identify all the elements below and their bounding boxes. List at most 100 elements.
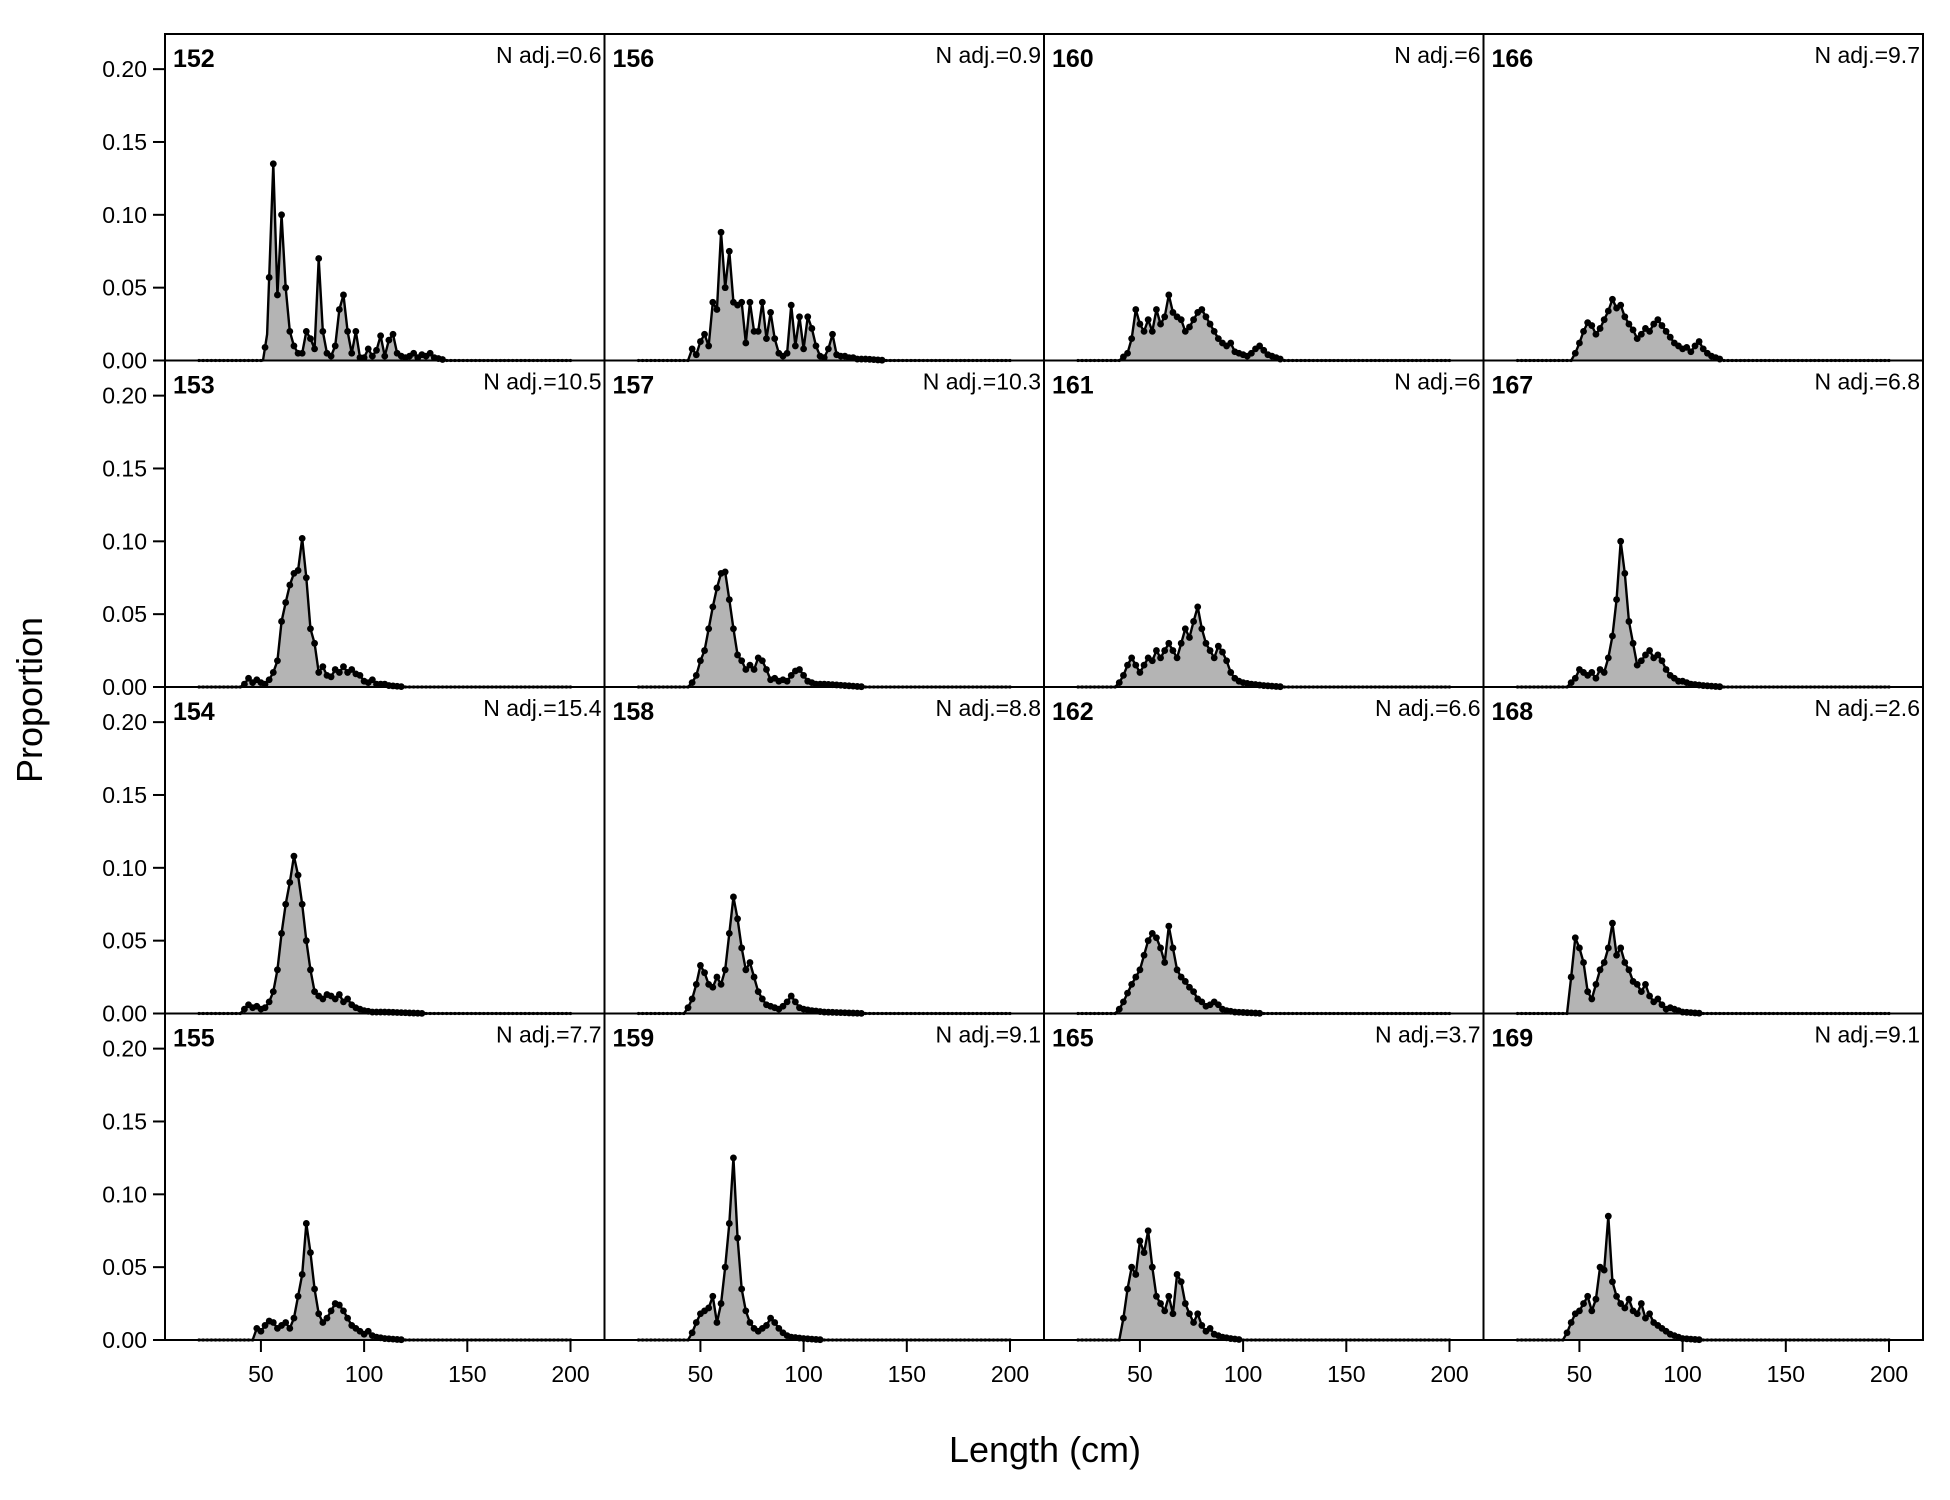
data-point bbox=[319, 663, 327, 670]
area-fill-155 bbox=[199, 1223, 571, 1340]
panel-154: 154 N adj.=15.4 bbox=[164, 686, 606, 1017]
data-point bbox=[1646, 1310, 1653, 1318]
data-point bbox=[1625, 966, 1633, 974]
data-point bbox=[1588, 669, 1596, 676]
data-point bbox=[771, 1319, 779, 1326]
panel-n-label: N adj.=2.6 bbox=[1815, 695, 1921, 721]
data-point bbox=[1654, 651, 1662, 659]
data-point bbox=[721, 284, 729, 292]
data-point bbox=[767, 309, 774, 316]
panel-grid: 152 N adj.=0.6 156 N adj.=0.9 160 N adj.=6 166… bbox=[164, 33, 1924, 1344]
data-point bbox=[261, 343, 269, 351]
data-point bbox=[1140, 1249, 1148, 1256]
data-point bbox=[812, 342, 820, 350]
area-fill-159 bbox=[638, 1157, 1010, 1340]
panel-n-label: N adj.=10.3 bbox=[923, 369, 1041, 395]
y-tick-label: 0.20 bbox=[102, 709, 147, 735]
data-point bbox=[1621, 959, 1629, 966]
data-point bbox=[1613, 951, 1620, 959]
x-tick-label: 200 bbox=[551, 1361, 589, 1387]
data-point bbox=[725, 247, 733, 255]
data-point bbox=[692, 1319, 700, 1326]
data-point bbox=[335, 1301, 343, 1309]
panel-n-label: N adj.=8.8 bbox=[936, 695, 1042, 721]
panel-n-label: N adj.=6 bbox=[1394, 42, 1480, 68]
data-point bbox=[269, 669, 277, 676]
data-point bbox=[709, 298, 717, 306]
data-point bbox=[1642, 980, 1649, 988]
data-point bbox=[307, 335, 314, 343]
series-line-155 bbox=[199, 1222, 571, 1342]
data-point bbox=[1140, 661, 1148, 669]
panel-155: 155 N adj.=7.7 bbox=[164, 1012, 606, 1344]
data-point bbox=[340, 1307, 347, 1315]
data-point bbox=[1210, 654, 1218, 662]
data-point bbox=[746, 298, 754, 306]
data-point bbox=[1260, 346, 1268, 354]
data-point bbox=[1600, 959, 1608, 966]
data-point bbox=[738, 657, 746, 665]
data-point bbox=[1592, 674, 1600, 682]
data-point bbox=[1190, 316, 1197, 324]
data-point bbox=[269, 1319, 277, 1326]
data-point bbox=[356, 671, 364, 679]
panel-frame bbox=[164, 33, 606, 362]
panel-frame bbox=[1043, 33, 1485, 362]
data-point bbox=[746, 661, 754, 669]
data-point bbox=[1642, 651, 1649, 659]
data-point bbox=[1637, 330, 1645, 338]
data-point bbox=[1687, 348, 1695, 356]
panel-frame bbox=[1482, 1012, 1924, 1341]
data-point bbox=[1584, 1292, 1592, 1300]
data-point bbox=[1592, 330, 1600, 338]
y-tick-label: 0.00 bbox=[102, 674, 147, 700]
data-point bbox=[1144, 316, 1152, 324]
data-point bbox=[1646, 327, 1653, 335]
data-point bbox=[1650, 320, 1658, 328]
panel-153: 153 N adj.=10.5 bbox=[164, 359, 606, 691]
data-point bbox=[1596, 966, 1604, 974]
data-point bbox=[763, 666, 770, 673]
data-point bbox=[261, 680, 269, 688]
data-point bbox=[1177, 316, 1185, 324]
data-point bbox=[278, 211, 285, 219]
data-point bbox=[796, 666, 803, 673]
data-point bbox=[319, 1319, 327, 1326]
data-point bbox=[257, 1327, 265, 1335]
data-point bbox=[340, 663, 347, 670]
data-point bbox=[1136, 320, 1144, 328]
data-point bbox=[265, 676, 273, 684]
data-point bbox=[1124, 661, 1131, 669]
data-point bbox=[348, 666, 356, 673]
data-point bbox=[688, 1329, 696, 1337]
data-point bbox=[717, 1300, 725, 1307]
data-point bbox=[1571, 934, 1579, 942]
data-point bbox=[1190, 1319, 1197, 1326]
data-point bbox=[282, 900, 290, 908]
data-point bbox=[730, 893, 737, 901]
data-point bbox=[1588, 1307, 1596, 1315]
data-point bbox=[717, 980, 725, 988]
data-point bbox=[377, 332, 385, 340]
data-point bbox=[1625, 320, 1633, 328]
data-point bbox=[282, 284, 290, 292]
data-point bbox=[335, 306, 343, 313]
y-tick-label: 0.10 bbox=[102, 528, 147, 554]
data-point bbox=[1140, 951, 1148, 959]
data-point bbox=[701, 647, 708, 654]
data-point bbox=[261, 1322, 269, 1329]
data-point bbox=[713, 584, 721, 592]
data-point bbox=[705, 625, 713, 633]
data-point bbox=[1132, 306, 1140, 313]
data-point bbox=[1629, 326, 1637, 334]
data-point bbox=[307, 1249, 314, 1256]
panel-id-label: 168 bbox=[1492, 698, 1534, 726]
data-point bbox=[1563, 1329, 1571, 1337]
data-point bbox=[1115, 1005, 1123, 1013]
data-point bbox=[1658, 322, 1666, 329]
data-point bbox=[1148, 1263, 1156, 1271]
data-point bbox=[1153, 934, 1160, 942]
data-point bbox=[1223, 657, 1230, 665]
data-point bbox=[1633, 661, 1641, 669]
data-point bbox=[1157, 944, 1164, 952]
